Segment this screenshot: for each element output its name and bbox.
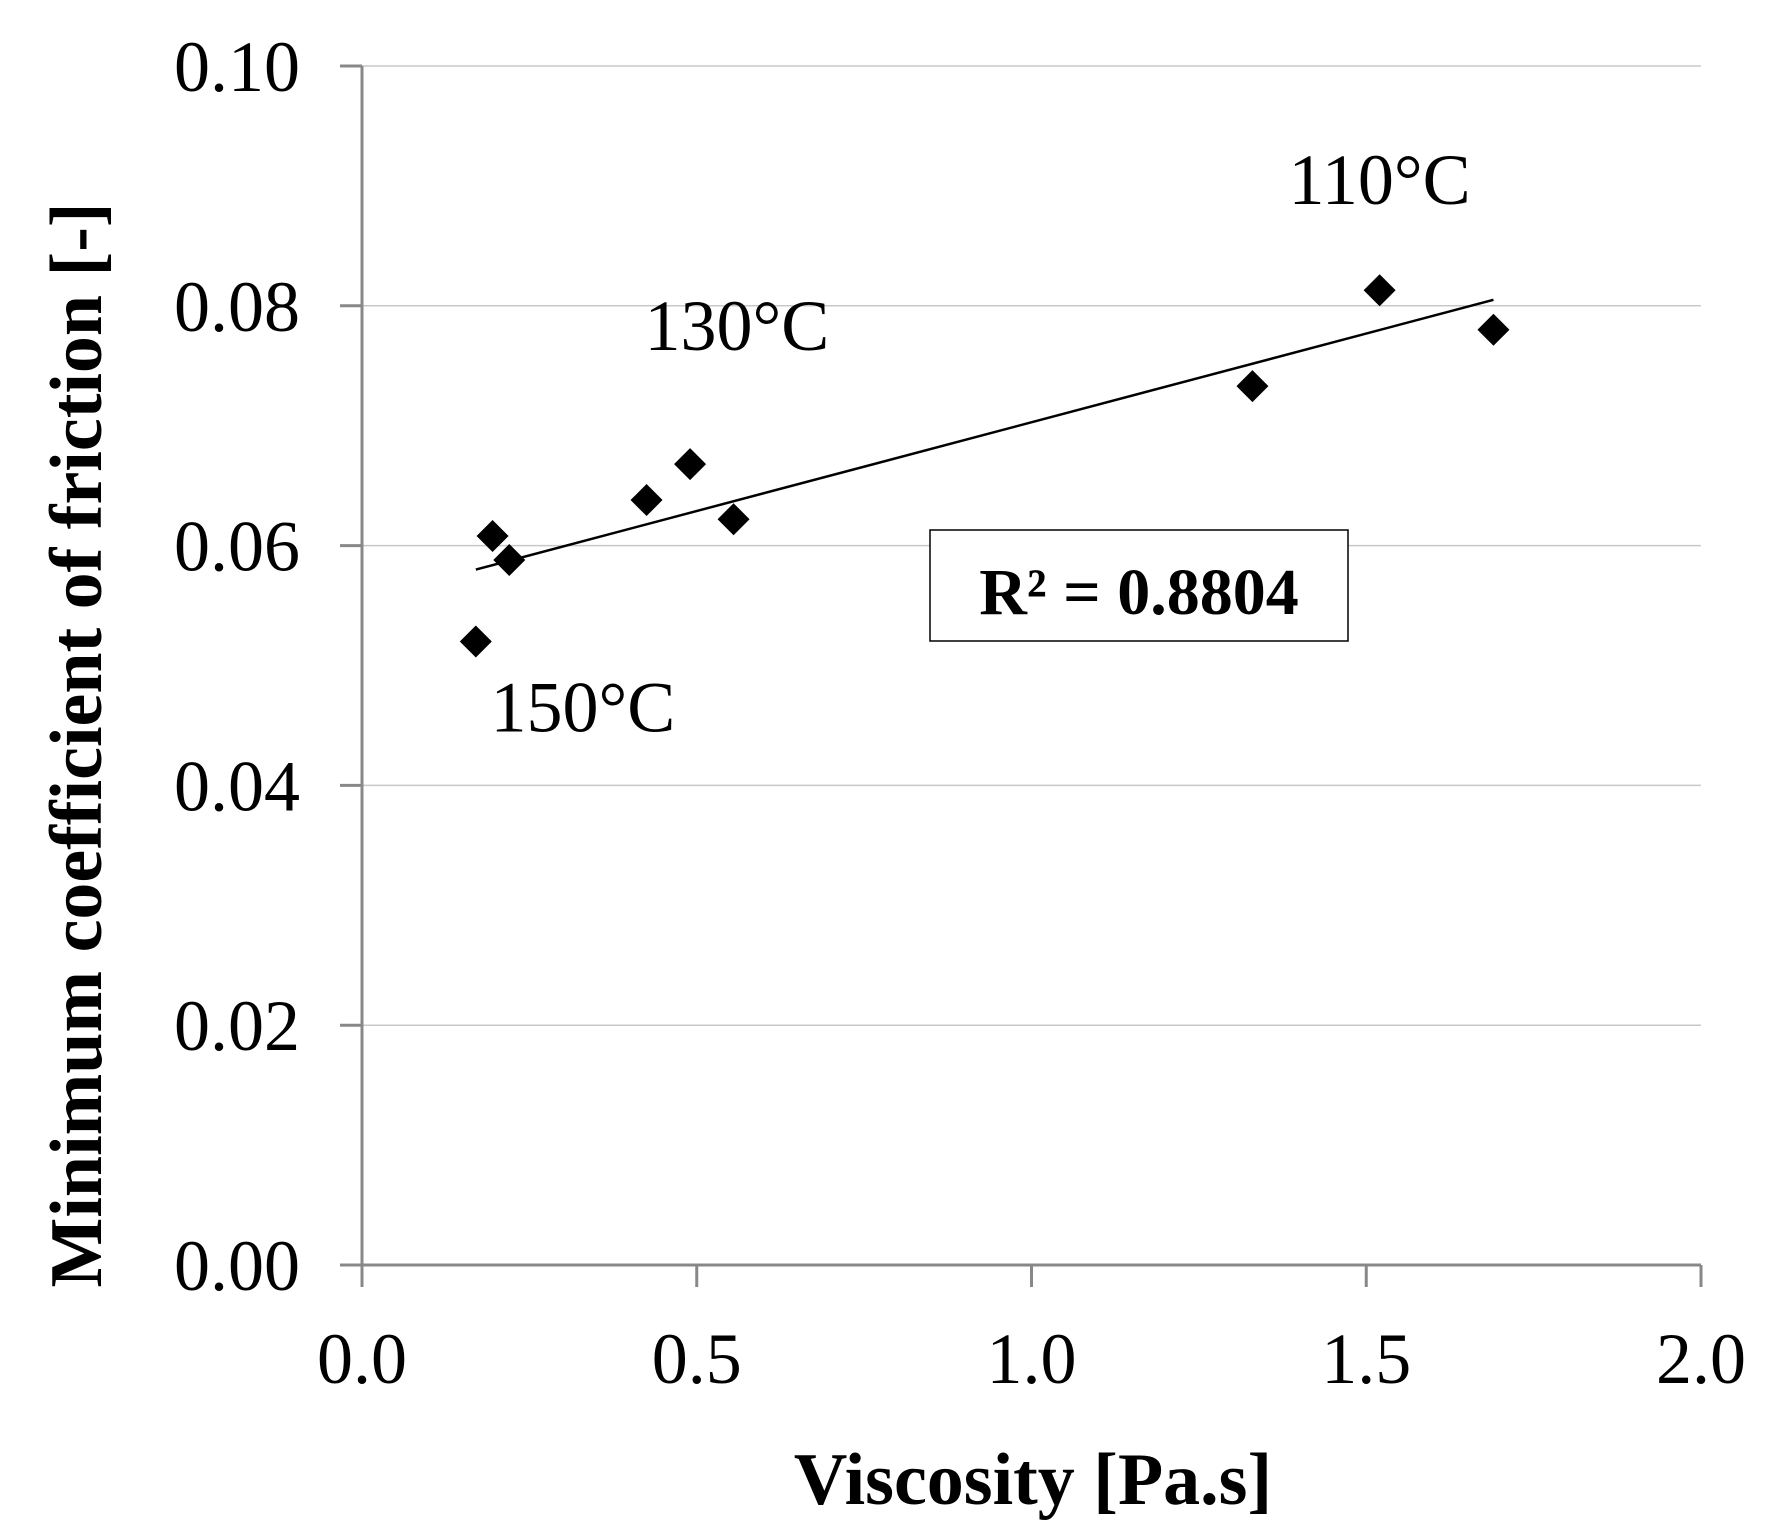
data-point (1236, 370, 1269, 403)
y-axis-title: Minimum coefficient of friction [-] (36, 203, 118, 1288)
data-point (717, 503, 750, 536)
x-tick-label-4: 2.0 (1656, 1319, 1746, 1399)
data-points (459, 274, 1510, 658)
y-tick-label-2: 0.04 (174, 746, 300, 826)
y-tick-label-5: 0.10 (174, 27, 300, 107)
trendline-layer (475, 298, 1494, 571)
y-tick-label-4: 0.08 (174, 267, 300, 347)
annotations: 110°C 130°C 150°C (491, 140, 1471, 748)
y-tick-label-0: 0.00 (174, 1226, 300, 1306)
x-tick-label-1: 0.5 (652, 1319, 742, 1399)
data-point (1363, 274, 1396, 307)
x-tick-label-2: 1.0 (987, 1319, 1077, 1399)
data-point (630, 484, 663, 517)
data-point (476, 520, 509, 553)
y-tick-label-3: 0.06 (174, 507, 300, 587)
annotation-label-1: 130°C (645, 286, 830, 366)
data-point (674, 448, 707, 481)
data-point (493, 543, 526, 576)
y-tick-label-1: 0.02 (174, 986, 300, 1066)
x-tick-label-0: 0.0 (317, 1319, 407, 1399)
data-point (459, 625, 492, 658)
tick-labels: 0.00 0.02 0.04 0.06 0.08 0.10 0.0 0.5 1.0 1.5 2.0 (174, 27, 1746, 1399)
r2-box-frame (929, 529, 1349, 642)
trendline (475, 298, 1494, 571)
data-point (1477, 313, 1510, 346)
x-axis-title: Viscosity [Pa.s] (794, 1439, 1272, 1521)
annotation-label-2: 150°C (491, 667, 676, 747)
x-tick-label-3: 1.5 (1321, 1319, 1411, 1399)
annotation-label-0: 110°C (1289, 140, 1471, 220)
r2-box: R² = 0.8804 (929, 529, 1349, 642)
axes (340, 64, 1703, 1287)
r2-label: R² = 0.8804 (979, 556, 1299, 629)
